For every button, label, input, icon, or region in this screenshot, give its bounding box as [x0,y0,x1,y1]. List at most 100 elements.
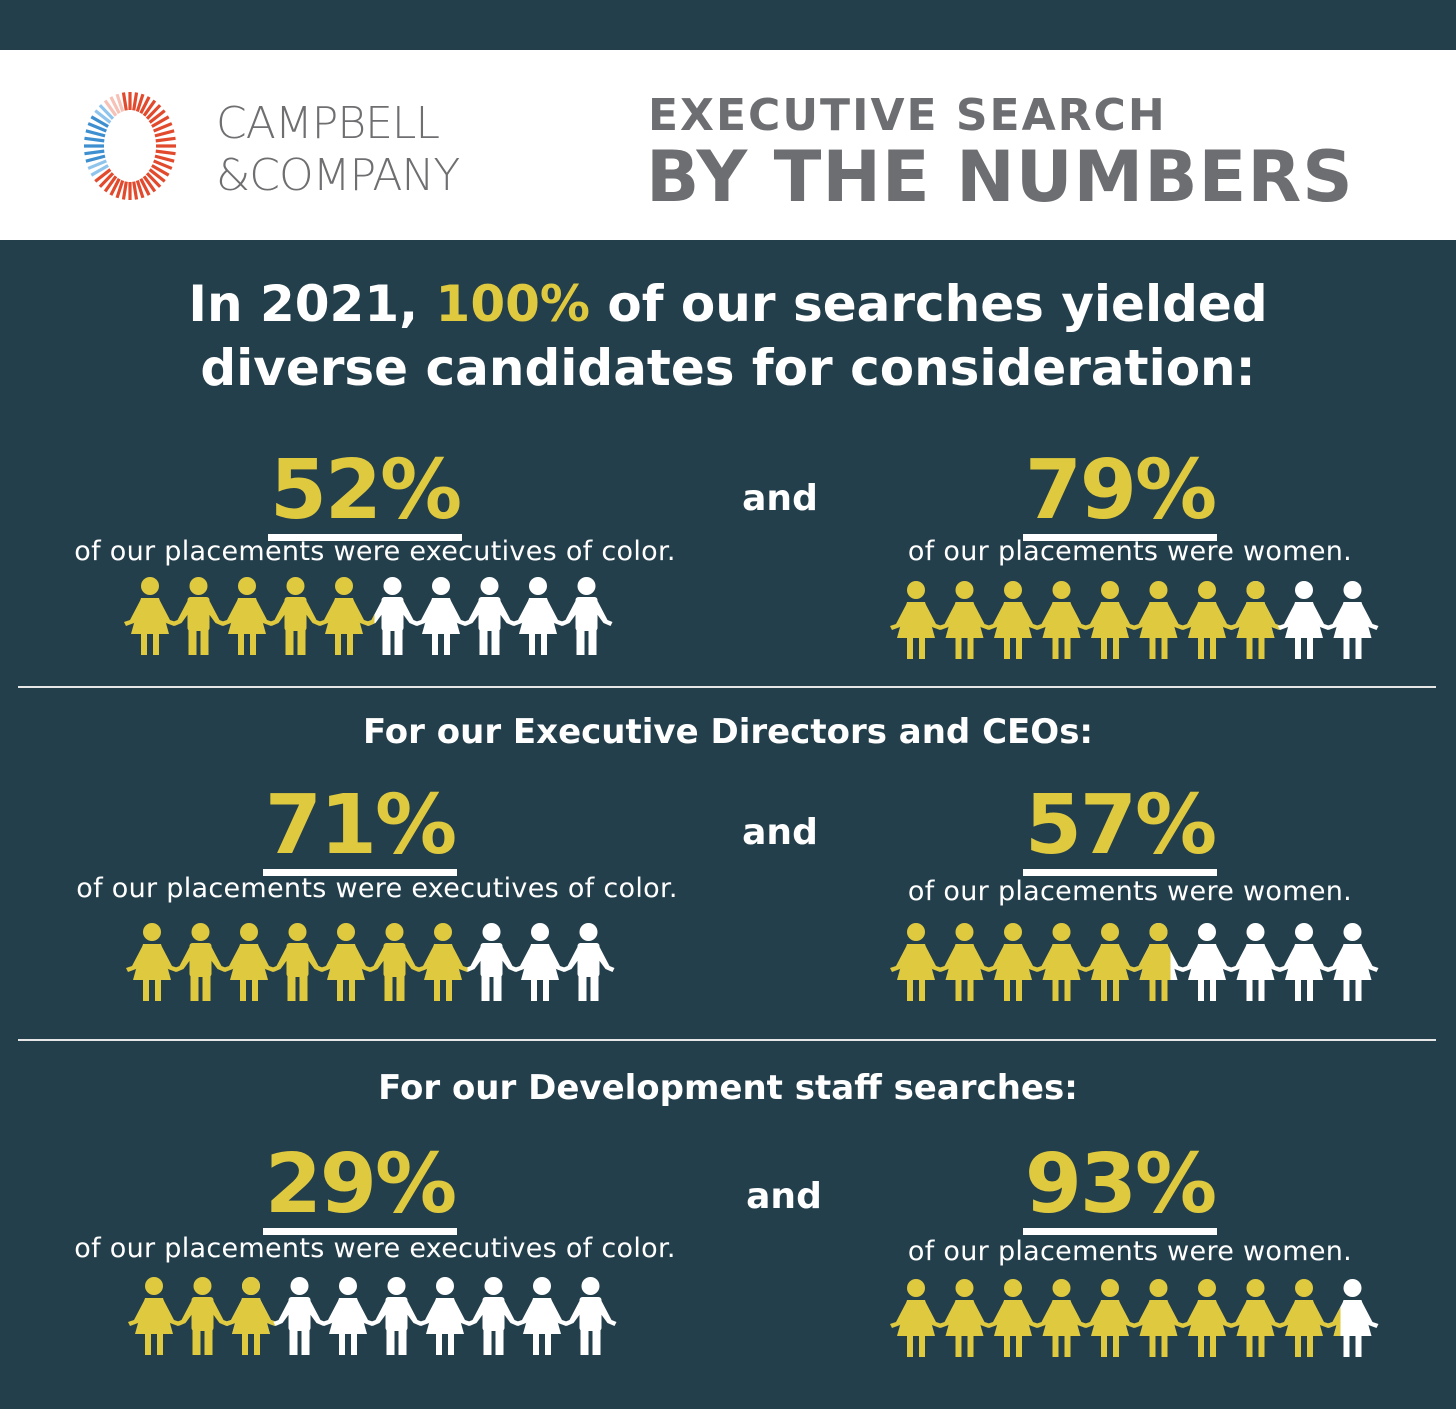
person-icon [269,577,322,655]
person-icon [271,923,324,1001]
stat-value-women-2: 57% [955,783,1285,876]
logo-ray [132,92,139,111]
logo-ray [145,172,162,188]
person-icon [1035,581,1088,659]
logo-ray [90,164,109,177]
person-icon [223,923,275,1001]
logo-ray [154,129,175,138]
person-icon [1229,923,1282,1001]
logo-ray [121,181,128,200]
stat-value-women-1-text: 79% [1022,448,1217,541]
logo-ray [121,92,128,111]
title-line2: BY THE NUMBERS [646,136,1354,218]
logo-ray [142,175,157,193]
stat-caption-color-3: of our placements were executives of col… [74,1233,676,1264]
person-icon [322,1277,374,1355]
person-icon [1181,581,1233,659]
and-connector-1: and [742,478,818,519]
logo-ray [153,122,173,133]
person-icon [370,1277,423,1355]
person-icon [1035,1279,1088,1357]
person-icon [124,577,176,655]
logo-ray [98,104,115,120]
person-icon [1278,581,1330,659]
logo-ray [87,159,107,170]
people-chart-women-1 [890,581,1379,659]
person-icon [1132,1279,1185,1357]
logo-ray [155,136,176,143]
logo-ray [87,122,107,133]
logo-ray [132,181,139,200]
logo-ray [135,93,145,112]
stat-value-color-2: 71% [195,783,525,876]
headline-before: In 2021, [188,275,436,333]
logo-ray [84,149,105,156]
logo-ray [142,99,157,117]
logo-ray [85,154,106,163]
person-icon [126,923,178,1001]
stat-caption-women-2: of our placements were women. [907,876,1353,907]
person-icon [890,581,942,659]
person-icon [273,1277,326,1355]
divider-1 [18,686,1436,688]
stat-value-color-3: 29% [195,1142,525,1235]
person-icon [463,577,516,655]
person-icon [1084,581,1136,659]
person-icon [1084,1279,1136,1357]
section-heading-3: For our Development staff searches: [378,1068,1078,1108]
person-icon [562,923,615,1001]
person-icon [320,923,372,1001]
person-icon [1278,1279,1330,1357]
and-connector-2: and [742,812,818,853]
person-icon [174,923,227,1001]
logo-ray [139,178,151,196]
person-icon [512,577,564,655]
person-icon [225,1277,277,1355]
person-icon [1229,581,1282,659]
person-icon [938,581,991,659]
logo-ray [139,96,151,114]
logo-ray [109,178,121,196]
person-icon [221,577,273,655]
logo-ray [145,104,162,120]
person-icon [1132,923,1185,1001]
headline-after: of our searches yielded [590,275,1268,333]
person-icon [1229,1279,1282,1357]
stat-caption-women-3: of our placements were women. [907,1236,1353,1267]
logo-ray [135,180,145,199]
logo-ray [84,136,105,143]
stat-caption-color-2: of our placements were executives of col… [76,873,678,904]
person-icon [128,1277,180,1355]
logo-ray [148,168,166,183]
person-icon [419,1277,471,1355]
header-banner: CAMPBELL &COMPANY EXECUTIVE SEARCH BY TH… [0,50,1456,240]
person-icon [514,923,566,1001]
stat-value-color-2-text: 71% [262,783,457,876]
logo-ray [151,164,170,177]
stat-value-women-2-text: 57% [1022,783,1217,876]
stat-caption-women-1: of our placements were women. [907,536,1353,567]
person-icon [1181,1279,1233,1357]
person-icon [1181,923,1233,1001]
logo-ray [153,159,173,170]
title-line1: EXECUTIVE SEARCH [648,90,1167,141]
logo-ray [94,109,112,124]
person-icon [890,923,942,1001]
stat-value-women-3: 93% [955,1142,1285,1235]
headline: In 2021, 100% of our searches yielded di… [0,272,1456,400]
people-chart-color-1 [124,577,613,655]
person-icon [1326,1279,1379,1357]
stat-caption-color-1: of our placements were executives of col… [74,536,676,567]
logo-ray [151,115,170,128]
person-icon [1084,923,1136,1001]
stat-value-women-3-text: 93% [1022,1142,1217,1235]
person-icon [467,1277,520,1355]
stat-value-women-1: 79% [955,448,1285,541]
brand-name-line1: CAMPBELL [216,98,440,149]
person-icon [318,577,370,655]
and-connector-3: and [746,1176,822,1217]
people-chart-women-2 [890,923,1379,1001]
section-heading-2: For our Executive Directors and CEOs: [362,712,1094,752]
logo-ray [148,109,166,124]
person-icon [987,1279,1039,1357]
